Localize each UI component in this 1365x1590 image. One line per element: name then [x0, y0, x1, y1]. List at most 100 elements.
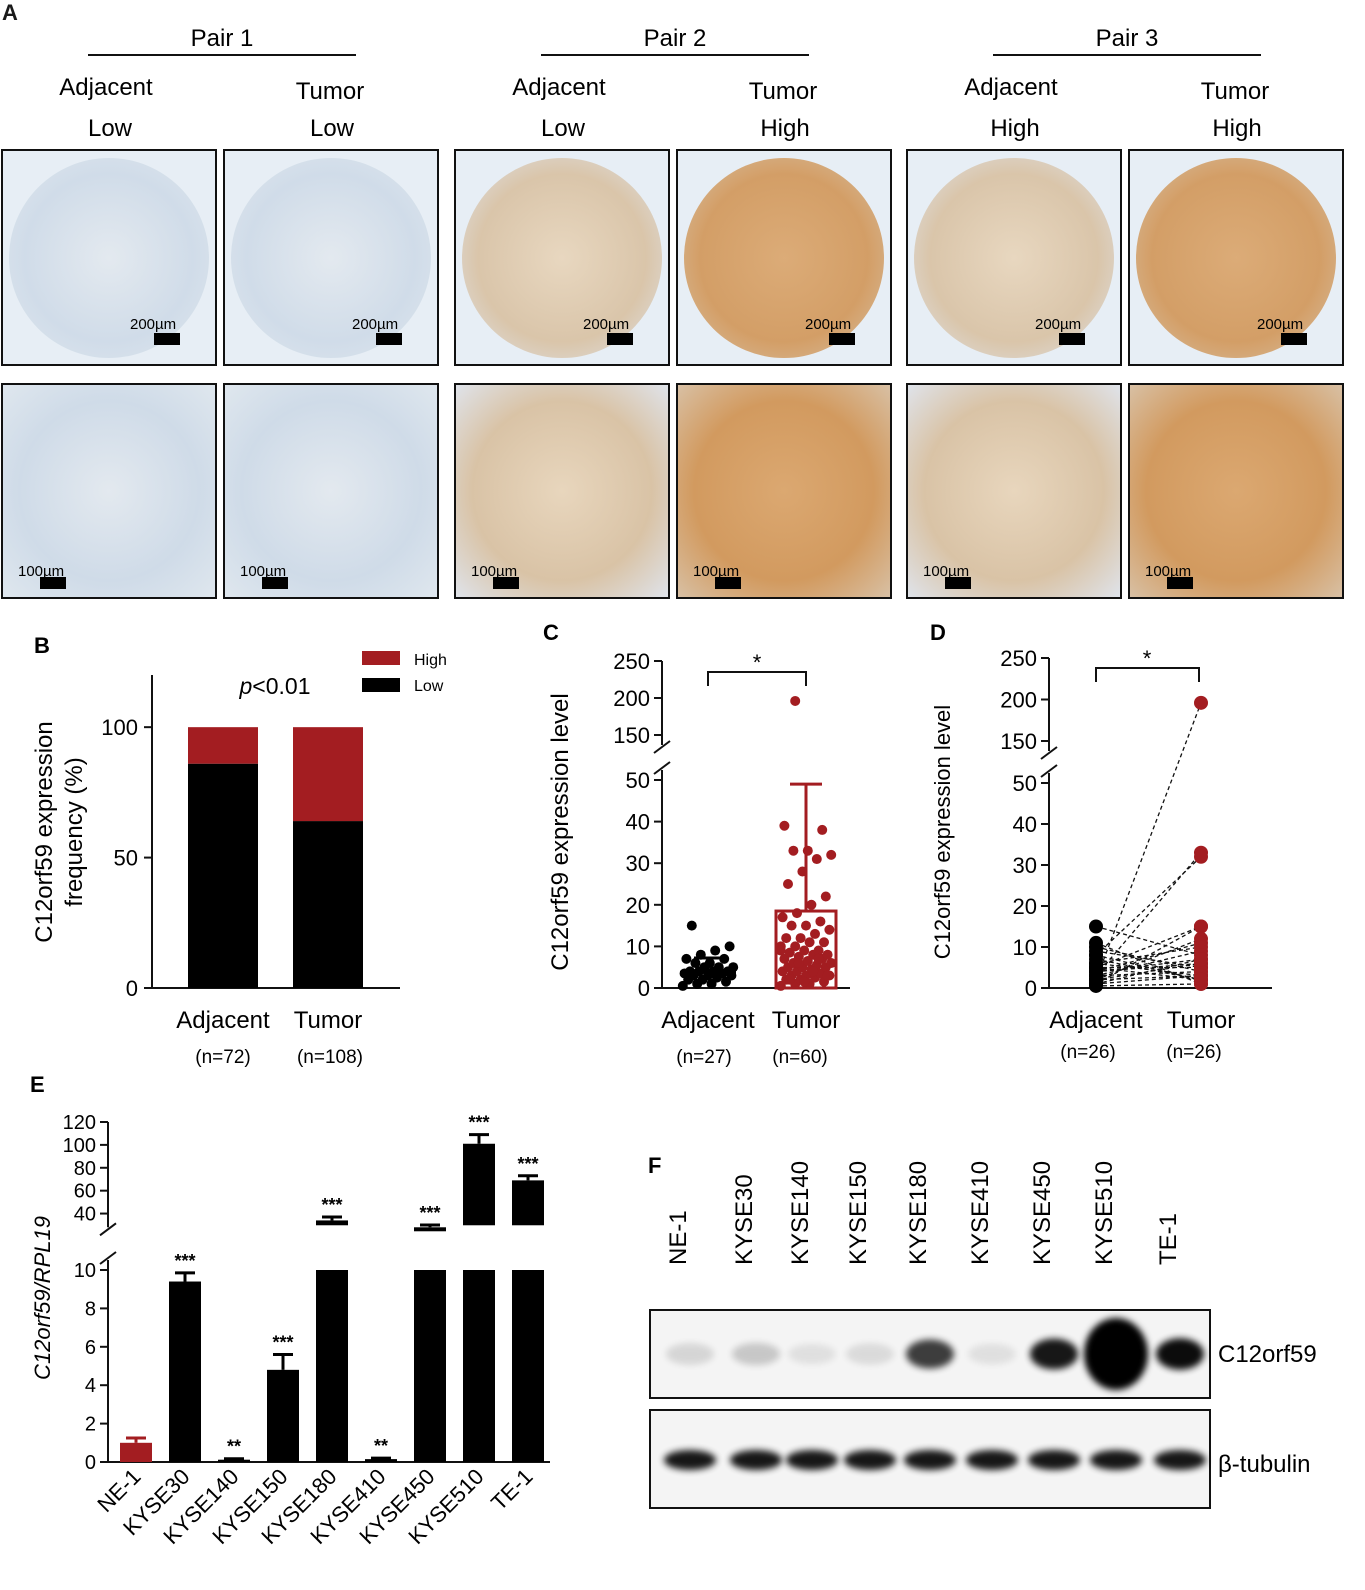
data-point [797, 866, 808, 877]
bar [169, 1281, 201, 1462]
scale-bar [154, 333, 180, 345]
data-point [799, 976, 810, 987]
band-c12orf59 [906, 1339, 954, 1369]
n-label: (n=27) [676, 1047, 731, 1068]
scale-bar [1059, 333, 1085, 345]
data-point [788, 845, 799, 856]
axis-break [99, 1251, 117, 1265]
panel-a-figure: Pair 1 Adjacent Low Tumor Low 200µm 100µm 200µm… [1, 25, 1344, 599]
pair-title: Pair 3 [1096, 25, 1159, 52]
band-tubulin [664, 1450, 716, 1470]
scale-bar-label: 200µm [130, 316, 176, 333]
significance-marker: *** [468, 1113, 489, 1133]
n-label: (n=60) [772, 1047, 827, 1068]
y-tick-label: 120 [63, 1112, 96, 1134]
scale-bar [1281, 333, 1307, 345]
n-label: (n=108) [297, 1047, 363, 1068]
data-point-tumor [1194, 972, 1208, 987]
pair-line [1095, 962, 1202, 981]
data-point [804, 937, 815, 948]
band-tubulin [730, 1450, 782, 1470]
ihc-tile-magnified [906, 383, 1122, 599]
band-label: C12orf59 [1218, 1341, 1317, 1368]
adjacent-label: Adjacent [59, 74, 153, 101]
y-tick-label: 30 [1013, 853, 1037, 878]
tumor-label: Tumor [1201, 78, 1269, 105]
scale-bar-label: 100µm [18, 563, 64, 580]
band-tubulin [1028, 1450, 1080, 1470]
axis-break [99, 1222, 117, 1237]
bar-low [188, 763, 258, 988]
data-point [719, 953, 730, 964]
scale-bar [493, 577, 519, 589]
y-tick-label: 100 [101, 715, 138, 740]
y-tick-label: 10 [74, 1260, 96, 1282]
axis-label: C12orf59 expression [31, 721, 58, 942]
tissue-core [1136, 158, 1336, 358]
bar-break-gap [510, 1262, 546, 1270]
data-point [775, 945, 786, 956]
data-point [793, 958, 804, 969]
band-c12orf59 [1084, 1318, 1148, 1390]
data-point [713, 962, 724, 973]
bar-upper [316, 1220, 348, 1226]
scale-bar-label: 200µm [1035, 316, 1081, 333]
bar-high [188, 727, 258, 764]
data-point-adjacent [1089, 935, 1103, 950]
bar-upper [512, 1180, 544, 1226]
bar-high [293, 727, 363, 822]
axis-label: C12orf59 expression level [930, 705, 955, 959]
bar-break-gap [461, 1262, 497, 1270]
lane-label: TE-1 [1155, 1213, 1182, 1265]
axis-break [1040, 746, 1058, 760]
ihc-tile-magnified [454, 383, 670, 599]
data-point [779, 820, 790, 831]
pair-line [1095, 950, 1202, 969]
tumor-label: Tumor [749, 78, 817, 105]
scale-bar-label: 100µm [1145, 563, 1191, 580]
significance-bracket [1095, 667, 1200, 682]
scale-bar [40, 577, 66, 589]
scale-bar [607, 333, 633, 345]
pair-line [1095, 958, 1202, 981]
y-tick-label: 50 [626, 768, 650, 793]
pair-line [1095, 925, 1202, 969]
y-tick-label: 100 [63, 1135, 96, 1157]
y-tick-label: 200 [1000, 688, 1037, 713]
data-point [685, 966, 695, 977]
tissue-core [914, 158, 1114, 358]
data-point-adjacent [1089, 960, 1103, 975]
y-tick-label: 30 [626, 851, 650, 876]
y-tick-label: 0 [126, 976, 138, 1001]
x-tick-label: Tumor [772, 1007, 840, 1034]
bar [120, 1442, 152, 1462]
significance-marker: ** [374, 1436, 388, 1456]
bar-upper [463, 1143, 495, 1226]
y-tick-label: 50 [114, 846, 138, 871]
n-label: (n=26) [1060, 1042, 1115, 1063]
y-tick-label: 2 [85, 1414, 96, 1436]
band-c12orf59 [788, 1343, 836, 1365]
band-tubulin [1154, 1450, 1206, 1470]
data-point [681, 953, 692, 964]
pair-line [1095, 962, 1202, 977]
scale-bar [945, 577, 971, 589]
lane-label: KYSE410 [967, 1161, 994, 1265]
data-point [790, 941, 801, 952]
significance-marker: * [753, 650, 762, 675]
data-point [813, 945, 824, 956]
axis-label: C12orf59 expression level [547, 693, 574, 971]
data-point [695, 949, 706, 960]
scale-bar-label: 100µm [240, 563, 286, 580]
pair-line [1095, 946, 1202, 965]
significance-marker: *** [174, 1251, 195, 1271]
lane-label: KYSE30 [731, 1174, 758, 1265]
panel-letter: B [34, 633, 50, 658]
pair-line [1095, 966, 1202, 981]
pair-line [1095, 942, 1202, 985]
scale-bar [829, 333, 855, 345]
data-point-tumor [1194, 695, 1208, 710]
x-tick-label: TE-1 [486, 1464, 537, 1515]
data-point [686, 920, 697, 931]
y-tick-label: 0 [85, 1452, 96, 1474]
